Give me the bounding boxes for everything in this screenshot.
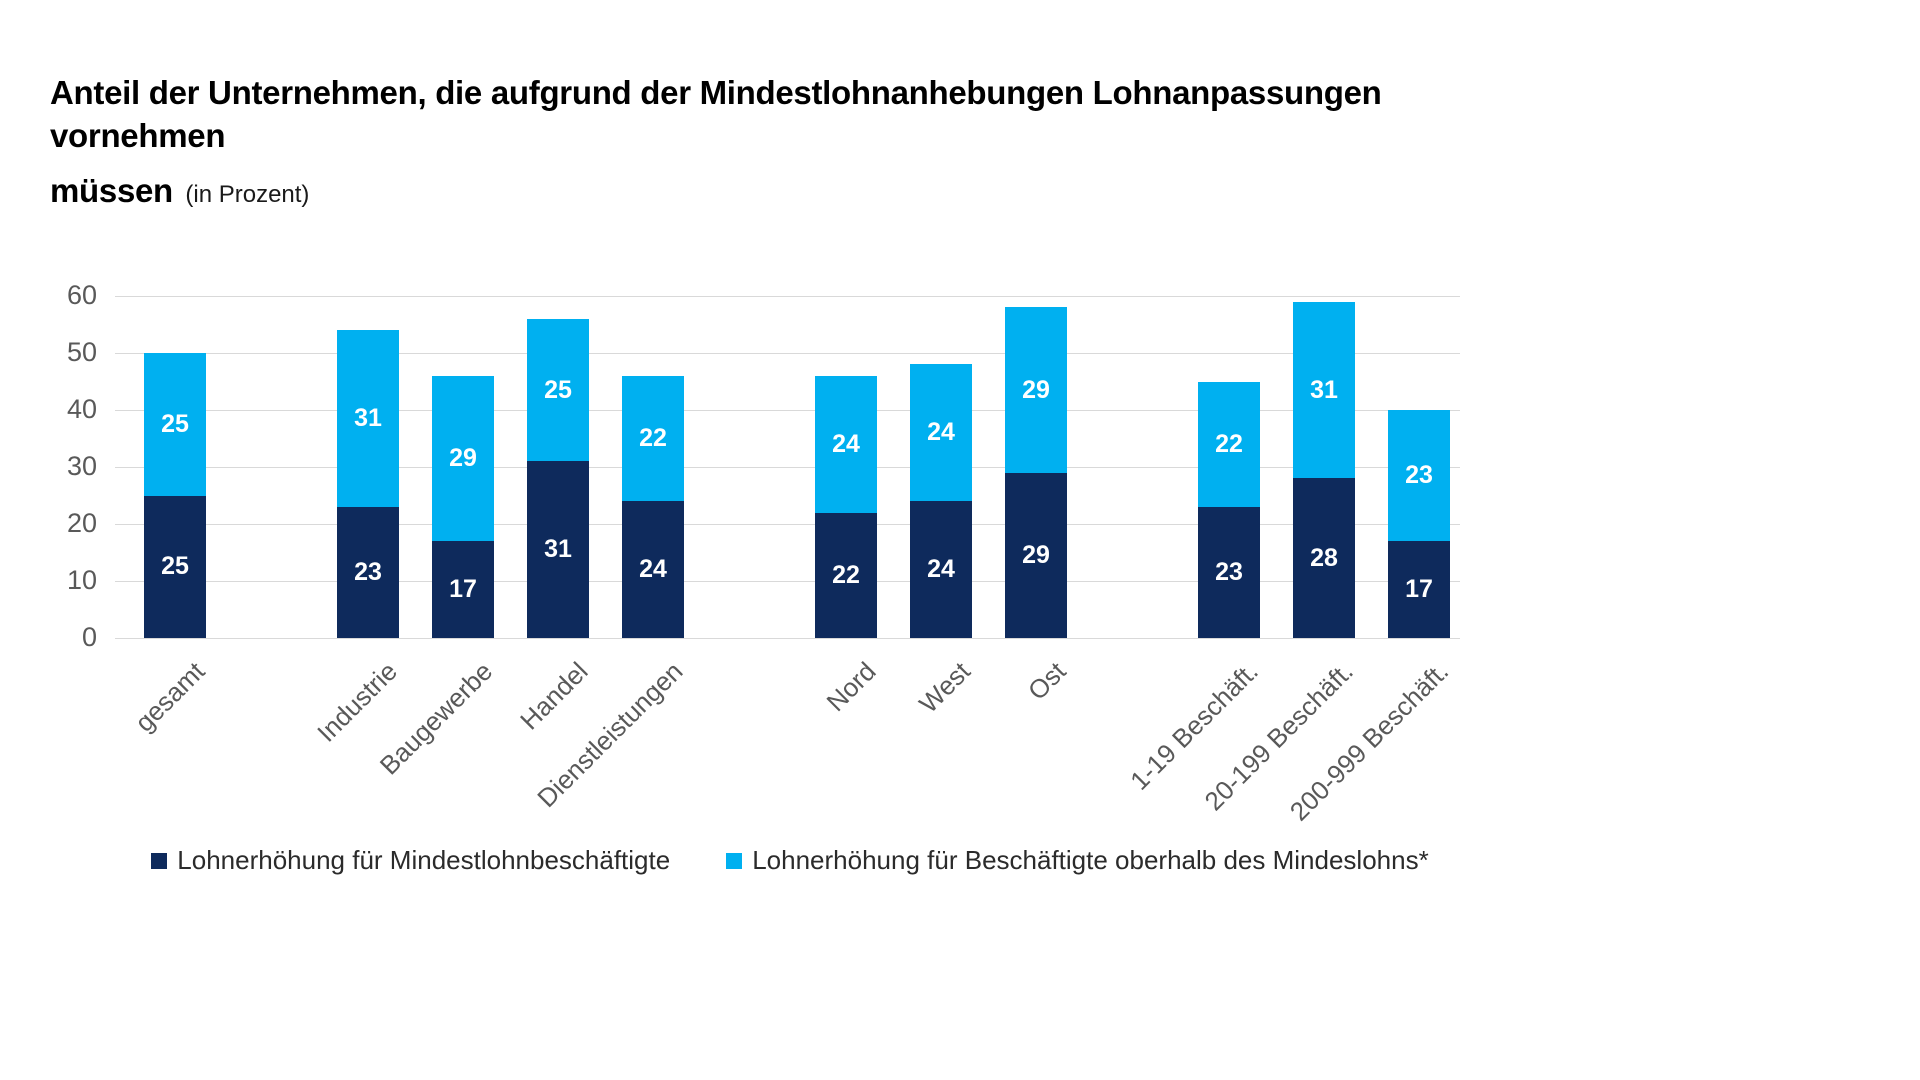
- gridline-y-40: [115, 409, 1460, 411]
- y-axis-tick-label: 40: [66, 394, 97, 424]
- stacked-bar-20-199-besch-ft-: 28 31: [1293, 301, 1355, 638]
- stacked-bar-baugewerbe: 17 29: [432, 375, 494, 638]
- bar-segment-mindestlohn: 29: [1005, 472, 1067, 638]
- bar-segment-oberhalb: 29: [432, 375, 494, 542]
- bar-value-label: 25: [161, 409, 189, 438]
- bar-value-label: 24: [639, 555, 667, 584]
- bar-segment-mindestlohn: 24: [910, 501, 972, 638]
- chart-title-line1: Anteil der Unternehmen, die aufgrund der…: [50, 74, 1382, 154]
- stacked-bar-ost: 29 29: [1005, 307, 1067, 638]
- plot-area: 25 25 23 31 17 29 31 25 24 22 22 24 24 24 29 29 23 22 28 31…: [115, 295, 1460, 639]
- legend-label: Lohnerhöhung für Beschäftigte oberhalb d…: [752, 845, 1429, 875]
- bar-value-label: 23: [1405, 461, 1433, 490]
- bar-value-label: 17: [449, 575, 477, 604]
- bar-segment-oberhalb: 31: [337, 330, 399, 507]
- x-axis-label-handel: Handel: [513, 656, 594, 736]
- chart-legend: Lohnerhöhung für Mindestlohnbeschäftigte…: [110, 845, 1470, 876]
- bar-segment-mindestlohn: 28: [1293, 478, 1355, 638]
- bar-value-label: 24: [927, 555, 955, 584]
- bar-segment-mindestlohn: 25: [144, 495, 206, 638]
- x-axis-label-west: West: [913, 656, 977, 719]
- bar-value-label: 31: [544, 535, 572, 564]
- bar-segment-mindestlohn: 24: [622, 501, 684, 638]
- stacked-bar-handel: 31 25: [527, 318, 589, 638]
- bar-segment-oberhalb: 25: [527, 318, 589, 462]
- bar-value-label: 22: [832, 560, 860, 589]
- bar-segment-oberhalb: 29: [1005, 307, 1067, 473]
- y-axis-tick-label: 60: [66, 280, 97, 310]
- y-axis-tick-label: 20: [66, 508, 97, 538]
- chart-title-line2: müssen (in Prozent): [50, 172, 1550, 210]
- stacked-bar-200-999-besch-ft-: 17 23: [1388, 410, 1450, 638]
- x-axis-label-200-999-besch-ft-: 200-999 Beschäft.: [1283, 656, 1455, 827]
- gridline-y-60: [115, 295, 1460, 297]
- bar-segment-oberhalb: 24: [815, 375, 877, 513]
- bar-value-label: 22: [639, 424, 667, 452]
- bar-value-label: 22: [1215, 429, 1243, 458]
- legend-item-oberhalb: Lohnerhöhung für Beschäftigte oberhalb d…: [726, 845, 1429, 876]
- x-axis-label-ost: Ost: [1021, 656, 1072, 706]
- bar-segment-oberhalb: 22: [1198, 381, 1260, 507]
- gridline-y-10: [115, 580, 1460, 582]
- bar-value-label: 23: [1215, 557, 1243, 586]
- bar-segment-oberhalb: 23: [1388, 410, 1450, 542]
- stacked-bar-gesamt: 25 25: [144, 353, 206, 638]
- gridline-y-20: [115, 523, 1460, 525]
- bar-value-label: 24: [832, 429, 860, 458]
- stacked-bar-west: 24 24: [910, 364, 972, 638]
- bar-value-label: 25: [544, 375, 572, 404]
- stacked-bar-industrie: 23 31: [337, 330, 399, 638]
- legend-label: Lohnerhöhung für Mindestlohnbeschäftigte: [177, 845, 671, 875]
- gridline-y-50: [115, 352, 1460, 354]
- bar-value-label: 28: [1310, 543, 1338, 572]
- bar-value-label: 29: [1022, 375, 1050, 404]
- bar-segment-mindestlohn: 31: [527, 461, 589, 638]
- bar-segment-oberhalb: 31: [1293, 301, 1355, 479]
- bar-value-label: 24: [927, 418, 955, 447]
- bar-value-label: 29: [449, 443, 477, 472]
- y-axis-tick-label: 30: [66, 451, 97, 481]
- gridline-y-0: [115, 637, 1460, 639]
- bar-value-label: 31: [354, 404, 382, 433]
- bar-value-label: 31: [1310, 375, 1338, 404]
- bar-segment-oberhalb: 24: [910, 364, 972, 502]
- y-axis-tick-label: 50: [66, 337, 97, 367]
- bar-value-label: 17: [1405, 575, 1433, 604]
- bar-value-label: 25: [161, 552, 189, 581]
- x-axis-label-nord: Nord: [820, 656, 882, 718]
- bar-segment-oberhalb: 25: [144, 353, 206, 496]
- bar-segment-mindestlohn: 23: [337, 506, 399, 638]
- stacked-bar-1-19-besch-ft-: 23 22: [1198, 381, 1260, 638]
- bar-value-label: 23: [354, 557, 382, 586]
- legend-swatch-light-icon: [726, 852, 743, 869]
- bar-segment-mindestlohn: 22: [815, 512, 877, 638]
- y-axis-tick-label: 10: [66, 565, 97, 595]
- bar-segment-mindestlohn: 17: [1388, 541, 1450, 638]
- legend-item-mindestlohn: Lohnerhöhung für Mindestlohnbeschäftigte: [151, 845, 670, 876]
- bar-segment-mindestlohn: 23: [1198, 506, 1260, 638]
- y-axis-tick-label: 0: [81, 622, 97, 652]
- x-axis-label-gesamt: gesamt: [128, 656, 211, 738]
- bar-segment-mindestlohn: 17: [432, 541, 494, 638]
- bar-segment-oberhalb: 22: [622, 375, 684, 502]
- chart-title-unit-note: (in Prozent): [185, 180, 310, 208]
- stacked-bar-dienstleistungen: 24 22: [622, 375, 684, 638]
- chart-title-muessen: müssen: [50, 171, 173, 209]
- gridline-y-30: [115, 466, 1460, 468]
- stacked-bar-nord: 22 24: [815, 375, 877, 638]
- x-axis-label-industrie: Industrie: [311, 656, 404, 748]
- bar-value-label: 29: [1022, 540, 1050, 569]
- chart-title: Anteil der Unternehmen, die aufgrund der…: [50, 72, 1550, 210]
- legend-swatch-dark-icon: [151, 852, 168, 869]
